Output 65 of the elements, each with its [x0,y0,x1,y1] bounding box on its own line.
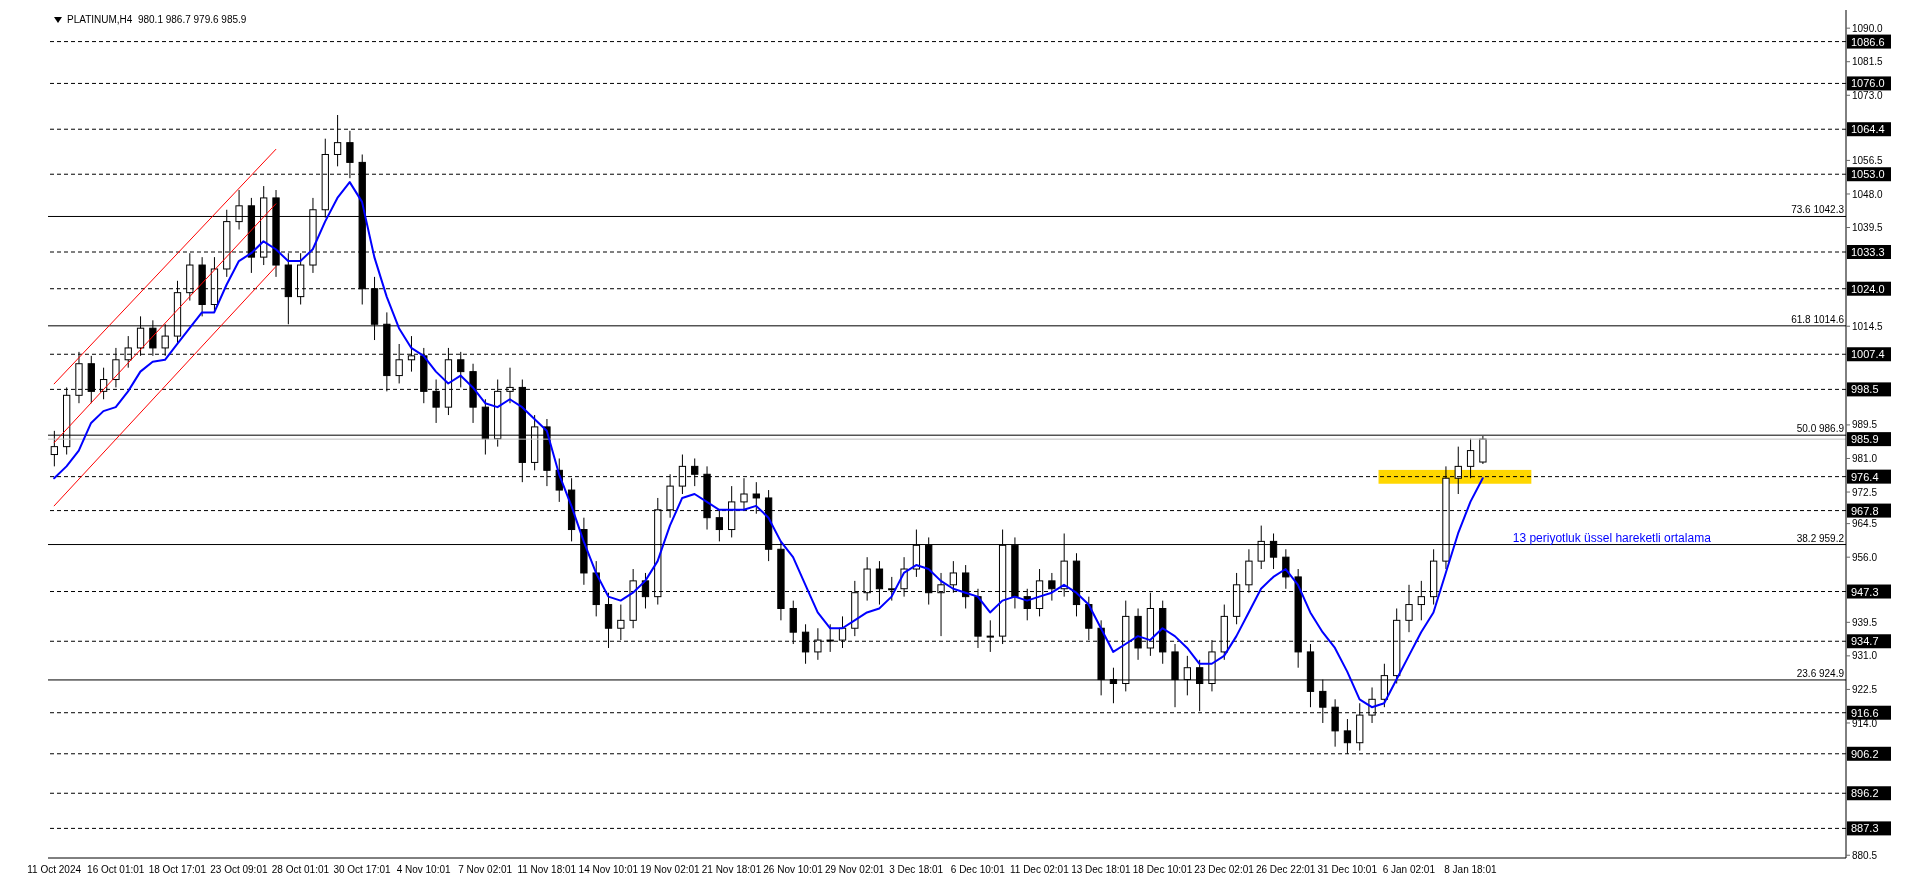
ref-line-label: 1033.3 [1851,246,1885,258]
y-tick-label: 1090.0 [1852,22,1884,34]
x-tick-label: 31 Dec 10:01 [1317,864,1378,876]
y-tick-label: 989.5 [1852,419,1878,431]
ref-line-label: 1086.6 [1851,35,1885,48]
chart-title: PLATINUM,H4 980.1 986.7 979.6 985.9 [67,14,247,25]
x-tick-label: 26 Nov 10:01 [763,864,824,876]
y-tick-label: 972.5 [1852,486,1878,498]
y-tick-label: 914.0 [1852,717,1878,729]
y-tick-label: 1081.5 [1852,56,1884,68]
x-tick-label: 11 Oct 2024 [27,864,82,876]
y-tick-label: 1039.5 [1852,222,1884,234]
ref-line-label: 23.6 924.9 [1796,667,1845,679]
y-tick-label: 922.5 [1852,683,1878,695]
ref-line-label: 38.2 959.2 [1796,532,1845,544]
ref-line-label: 916.6 [1851,706,1879,719]
y-tick-label: 981.0 [1852,453,1878,465]
x-tick-label: 30 Oct 17:01 [333,864,392,876]
x-tick-label: 18 Oct 17:01 [148,864,207,876]
y-tick-label: 964.5 [1852,518,1878,530]
ref-line-label: 73.6 1042.3 [1791,204,1845,216]
x-tick-label: 23 Oct 09:01 [210,864,268,876]
y-tick-label: 1073.0 [1852,89,1884,101]
x-tick-label: 7 Nov 02:01 [458,864,513,876]
ref-line-label: 1064.4 [1851,123,1885,136]
ref-line-label: 1024.0 [1851,282,1885,295]
ref-line-label: 1007.4 [1851,348,1885,361]
ref-line-label: 887.3 [1851,822,1879,835]
x-tick-label: 21 Nov 18:01 [701,864,762,876]
ref-line-label: 985.9 [1851,433,1879,446]
ref-line-label: 896.2 [1851,787,1879,800]
ref-line-label: 967.8 [1851,504,1879,517]
x-tick-label: 4 Nov 10:01 [396,864,452,876]
y-tick-label: 1056.5 [1852,154,1884,166]
x-tick-label: 28 Oct 01:01 [271,864,330,876]
ref-line-label: 934.7 [1851,635,1879,648]
ref-line-label: 61.8 1014.6 [1791,313,1845,325]
x-tick-label: 3 Dec 18:01 [889,864,944,876]
x-tick-label: 11 Dec 02:01 [1009,864,1070,876]
x-tick-label: 6 Dec 10:01 [950,864,1006,876]
y-tick-label: 931.0 [1852,650,1878,662]
y-tick-label: 1014.5 [1852,320,1884,332]
y-tick-label: 956.0 [1852,551,1878,563]
x-tick-label: 14 Nov 10:01 [578,864,639,876]
x-tick-label: 11 Nov 18:01 [517,864,577,876]
x-tick-label: 16 Oct 01:01 [87,864,145,876]
x-tick-label: 13 Dec 18:01 [1071,864,1132,876]
x-tick-label: 19 Nov 02:01 [640,864,701,876]
ref-line-label: 998.5 [1851,383,1879,396]
ref-line-label: 976.4 [1851,470,1879,483]
x-tick-label: 23 Dec 02:01 [1194,864,1255,876]
x-tick-label: 6 Jan 02:01 [1382,864,1436,876]
x-tick-label: 29 Nov 02:01 [824,864,885,876]
text: 13 periyotluk üssel hareketli ortalama [1512,531,1712,546]
ref-line-label: 50.0 986.9 [1796,423,1845,435]
x-tick-label: 18 Dec 10:01 [1132,864,1193,876]
y-tick-label: 939.5 [1852,616,1878,628]
x-tick-label: 26 Dec 22:01 [1255,864,1316,876]
ref-line-label: 906.2 [1851,747,1879,760]
y-tick-label: 880.5 [1852,849,1878,861]
ref-line-label: 947.3 [1851,585,1879,598]
x-tick-label: 8 Jan 18:01 [1444,864,1497,876]
ref-line-label: 1076.0 [1851,77,1885,90]
ref-line-label: 1053.0 [1851,168,1885,181]
y-tick-label: 1048.0 [1852,188,1884,200]
